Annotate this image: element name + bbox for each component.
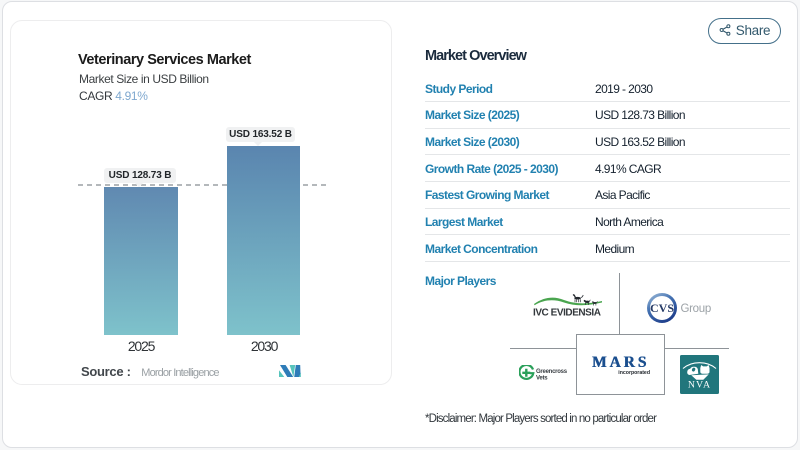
svg-text:Vets: Vets — [536, 376, 548, 382]
svg-text:IVC EVIDENSIA: IVC EVIDENSIA — [533, 308, 601, 317]
svg-text:CVS: CVS — [650, 301, 674, 315]
svg-text:Group: Group — [681, 303, 711, 315]
svg-text:NVA: NVA — [688, 380, 711, 391]
svg-text:Greencross: Greencross — [536, 369, 568, 375]
